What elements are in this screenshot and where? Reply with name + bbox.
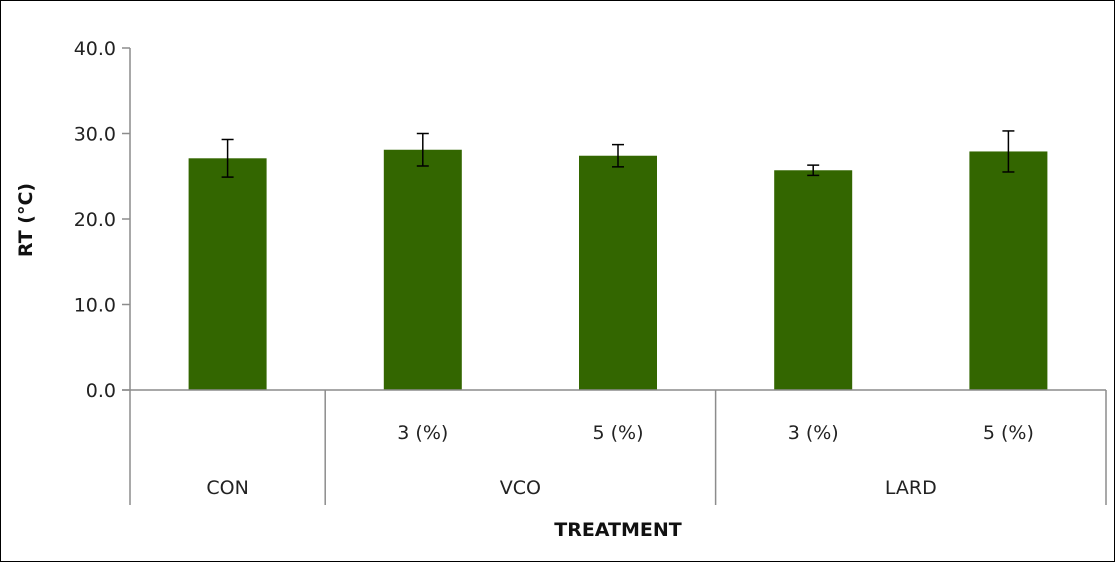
y-axis-title: RT (°C) (15, 183, 37, 257)
x-group-label: VCO (500, 477, 541, 499)
x-group-label: CON (206, 477, 248, 499)
bars (188, 149, 1048, 390)
x-subcategory-label: 5 (%) (983, 422, 1034, 444)
y-tick-label: 40.0 (74, 38, 116, 60)
x-subcategory-label: 3 (%) (788, 422, 839, 444)
bar (579, 155, 657, 390)
y-tick-label: 20.0 (74, 209, 116, 231)
x-subcategory-label: 3 (%) (397, 422, 448, 444)
error-bars (221, 130, 1015, 178)
bar (383, 149, 462, 390)
bar (969, 151, 1048, 390)
y-tick-label: 0.0 (86, 380, 116, 402)
bar (774, 170, 853, 390)
y-tick-label: 10.0 (74, 295, 116, 317)
bar (188, 158, 267, 390)
y-axis-ticks: 0.0 10.0 20.0 30.0 40.0 (74, 38, 130, 402)
x-group-label: LARD (885, 477, 937, 499)
x-axis: 3 (%) 5 (%) 3 (%) 5 (%) CON VCO LARD (122, 389, 1107, 505)
y-tick-label: 30.0 (74, 124, 116, 146)
x-subcategory-label: 5 (%) (592, 422, 643, 444)
x-axis-title: TREATMENT (554, 519, 682, 541)
